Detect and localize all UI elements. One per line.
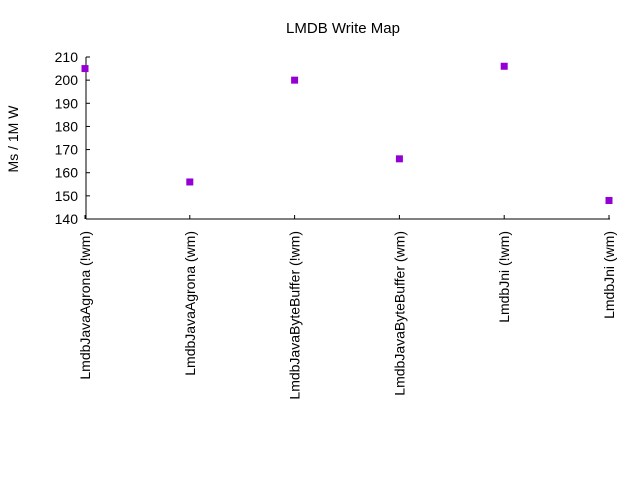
x-tick-label: LmdbJavaAgrona (!wm) <box>77 231 93 380</box>
y-axis-ticks: 140 150 160 170 180 190 200 210 <box>55 49 90 227</box>
y-axis-label: Ms / 1M W <box>5 105 21 173</box>
x-tick-label: LmdbJavaByteBuffer (!wm) <box>287 231 303 400</box>
x-axis-ticks: LmdbJavaAgrona (!wm) LmdbJavaAgrona (wm) L… <box>77 215 617 400</box>
y-tick-label: 170 <box>55 142 79 158</box>
data-point <box>81 65 89 73</box>
y-tick-label: 190 <box>55 95 79 111</box>
data-point <box>186 178 194 186</box>
data-point <box>500 62 508 70</box>
y-tick-label: 200 <box>55 72 79 88</box>
x-tick-label: LmdbJni (wm) <box>601 231 617 319</box>
y-tick-label: 160 <box>55 165 79 181</box>
data-point <box>395 155 403 163</box>
axes <box>85 57 610 220</box>
x-tick-label: LmdbJavaAgrona (wm) <box>182 231 198 376</box>
data-point <box>605 196 613 204</box>
data-points <box>81 62 613 204</box>
y-tick-label: 140 <box>55 211 79 227</box>
chart-title: LMDB Write Map <box>286 20 400 37</box>
y-tick-label: 150 <box>55 188 79 204</box>
y-tick-label: 210 <box>55 49 79 65</box>
x-tick-label: LmdbJavaByteBuffer (wm) <box>391 231 407 396</box>
data-point <box>291 76 299 84</box>
x-tick-label: LmdbJni (!wm) <box>496 231 512 323</box>
y-tick-label: 180 <box>55 118 79 134</box>
